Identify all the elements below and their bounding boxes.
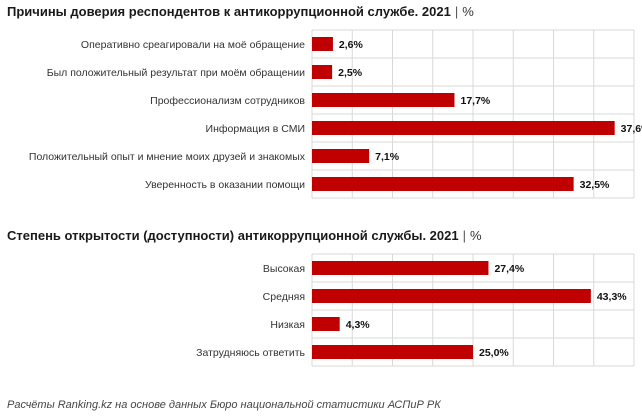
data-label: 27,4% xyxy=(494,263,524,275)
bar xyxy=(312,93,455,107)
title-separator: | xyxy=(462,228,466,243)
bar xyxy=(312,261,489,275)
bar xyxy=(312,289,591,303)
category-label: Оперативно среагировали на моё обращение xyxy=(81,39,305,51)
bar xyxy=(312,177,574,191)
bar xyxy=(312,149,370,163)
data-label: 43,3% xyxy=(597,291,627,303)
bar xyxy=(312,317,340,331)
bar xyxy=(312,37,333,51)
data-label: 2,6% xyxy=(339,39,364,51)
chart2-unit: % xyxy=(470,228,482,243)
data-label: 7,1% xyxy=(375,151,400,163)
category-label: Информация в СМИ xyxy=(206,123,305,135)
source-footnote: Расчёты Ranking.kz на основе данных Бюро… xyxy=(7,399,441,411)
chart2-title-text: Степень открытости (доступности) антикор… xyxy=(7,228,459,243)
category-label: Профессионализм сотрудников xyxy=(150,95,305,107)
data-label: 17,7% xyxy=(460,95,490,107)
chart1: Оперативно среагировали на моё обращение… xyxy=(29,29,642,199)
category-label: Низкая xyxy=(270,319,305,331)
chart1-title-text: Причины доверия респондентов к антикорру… xyxy=(7,4,451,19)
chart1-unit: % xyxy=(462,4,474,19)
category-label: Уверенность в оказании помощи xyxy=(145,179,305,191)
data-label: 32,5% xyxy=(580,179,610,191)
bar xyxy=(312,65,333,79)
data-label: 2,5% xyxy=(338,67,363,79)
category-label: Затрудняюсь ответить xyxy=(196,347,305,359)
bar xyxy=(312,121,615,135)
data-label: 37,6% xyxy=(621,123,642,135)
data-label: 4,3% xyxy=(346,319,371,331)
data-label: 25,0% xyxy=(479,347,509,359)
category-label: Средняя xyxy=(263,291,305,303)
category-label: Высокая xyxy=(263,263,305,275)
chart1-title: Причины доверия респондентов к антикорру… xyxy=(7,4,474,19)
category-label: Положительный опыт и мнение моих друзей … xyxy=(29,151,306,163)
category-label: Был положительный результат при моём обр… xyxy=(47,67,305,79)
chart2-title: Степень открытости (доступности) антикор… xyxy=(7,228,482,243)
bar xyxy=(312,345,473,359)
chart2: Высокая 27,4% Средняя 43,3% Низкая 4,3% Затруд… xyxy=(196,253,635,367)
title-separator: | xyxy=(454,4,459,19)
